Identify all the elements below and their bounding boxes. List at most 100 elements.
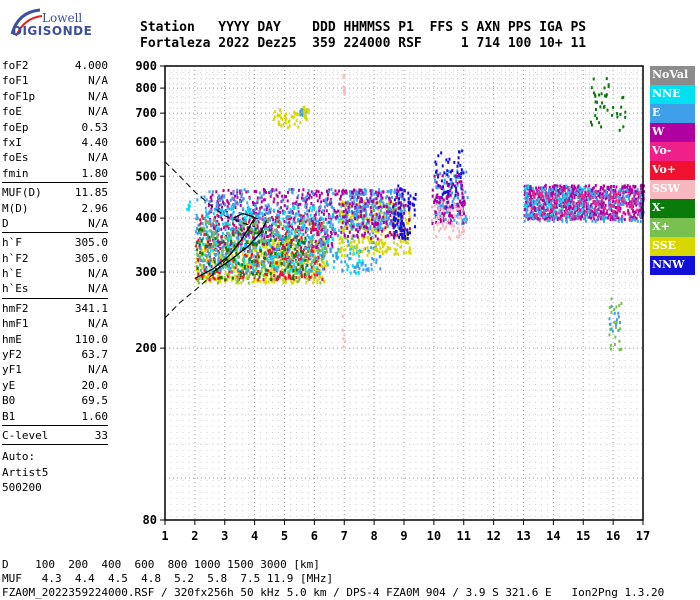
- echo-point: [202, 253, 205, 257]
- echo-point: [319, 253, 321, 257]
- echo-point: [297, 257, 300, 261]
- echo-point: [252, 246, 255, 250]
- echo-point: [268, 249, 271, 252]
- echo-point: [258, 229, 261, 233]
- echo-point: [392, 222, 395, 226]
- echo-point: [206, 256, 208, 260]
- echo-point: [260, 251, 263, 255]
- echo-point: [352, 222, 355, 226]
- echo-point: [441, 192, 444, 196]
- echo-point: [456, 164, 459, 168]
- echo-point: [285, 251, 288, 255]
- echo-point: [463, 203, 466, 207]
- echo-point: [242, 197, 245, 201]
- echo-point: [604, 204, 607, 207]
- echo-point: [409, 251, 412, 255]
- echo-point: [459, 209, 462, 213]
- echo-point: [448, 192, 451, 196]
- echo-point: [220, 276, 223, 280]
- echo-point: [368, 251, 371, 255]
- echo-point: [567, 215, 570, 219]
- echo-point: [599, 191, 602, 195]
- echo-point: [305, 280, 308, 284]
- echo-point: [550, 188, 553, 192]
- echo-point: [226, 207, 229, 211]
- echo-point: [461, 230, 463, 234]
- echo-point: [236, 216, 239, 220]
- echo-point: [259, 246, 262, 250]
- echo-point: [249, 259, 252, 263]
- echo-point: [312, 191, 314, 195]
- echo-point: [442, 219, 445, 223]
- echo-point: [444, 218, 447, 221]
- echo-point: [585, 210, 588, 214]
- echo-point: [300, 271, 303, 274]
- echo-point: [289, 274, 291, 278]
- echo-point: [279, 234, 282, 238]
- echo-point: [238, 212, 241, 216]
- echo-point: [346, 268, 349, 272]
- echo-point: [378, 238, 381, 242]
- echo-point: [205, 198, 208, 202]
- echo-point: [553, 187, 556, 191]
- echo-point: [315, 220, 318, 224]
- echo-point: [287, 190, 289, 194]
- echo-point: [206, 258, 209, 262]
- echo-point: [344, 220, 347, 224]
- echo-point: [628, 197, 630, 201]
- echo-point: [233, 227, 236, 231]
- echo-point: [203, 267, 206, 271]
- echo-point: [296, 245, 299, 249]
- echo-point: [200, 248, 203, 252]
- echo-point: [556, 192, 558, 195]
- echo-point: [446, 197, 449, 200]
- echo-point: [262, 260, 265, 264]
- echo-point: [275, 216, 278, 219]
- echo-point: [456, 169, 459, 173]
- echo-point: [272, 250, 275, 254]
- echo-point: [224, 265, 227, 269]
- echo-point: [320, 200, 323, 204]
- echo-point: [357, 251, 360, 255]
- echo-point: [268, 210, 271, 214]
- echo-point: [252, 229, 255, 233]
- echo-point: [308, 248, 311, 252]
- echo-point: [334, 251, 337, 255]
- echo-point: [447, 194, 450, 198]
- echo-point: [269, 252, 272, 256]
- echo-point: [207, 240, 210, 244]
- echo-point: [247, 240, 250, 243]
- echo-point: [259, 249, 262, 253]
- echo-point: [287, 259, 290, 263]
- echo-point: [396, 222, 399, 226]
- echo-point: [339, 248, 342, 252]
- echo-point: [200, 238, 203, 242]
- echo-point: [597, 207, 600, 211]
- echo-point: [640, 205, 643, 209]
- echo-point: [431, 219, 433, 223]
- echo-point: [396, 233, 399, 237]
- echo-point: [460, 180, 463, 184]
- echo-point: [206, 277, 209, 281]
- echo-point: [589, 209, 592, 213]
- echo-point: [218, 203, 221, 207]
- echo-point: [306, 214, 309, 218]
- echo-point: [220, 241, 223, 245]
- echo-point: [251, 262, 254, 266]
- param-value: N/A: [88, 151, 108, 165]
- echo-point: [436, 222, 439, 226]
- echo-point: [337, 209, 340, 213]
- echo-point: [286, 239, 289, 243]
- echo-point: [275, 193, 278, 197]
- echo-point: [241, 223, 244, 227]
- echo-point: [315, 223, 318, 227]
- echo-point: [326, 234, 329, 238]
- echo-point: [273, 270, 276, 274]
- echo-point: [342, 248, 345, 252]
- echo-point: [382, 202, 385, 206]
- echo-point: [367, 227, 370, 231]
- echo-point: [356, 217, 359, 221]
- echo-point: [241, 198, 244, 202]
- echo-point: [356, 233, 359, 237]
- echo-point: [604, 197, 607, 201]
